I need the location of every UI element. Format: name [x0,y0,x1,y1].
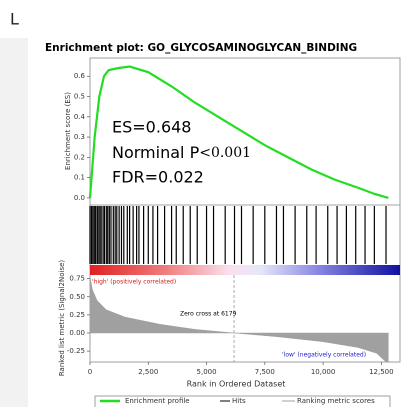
y-tick-label: 0.1 [74,174,85,182]
legend-label: Enrichment profile [125,397,190,405]
plot-frame [89,57,401,363]
y-tick-label: 0.00 [69,329,85,337]
side-strip [0,38,28,407]
annotation-part: <0.001 [199,145,251,161]
y-tick-label: -0.25 [67,347,85,355]
y-axis-label: Enrichment score (ES) [64,92,72,170]
plots: 0.0 0.1 0.2 0.3 0.4 0.5 0.6 ES=0.648 Norminal P<… [67,65,394,376]
x-tick-label: 12,500 [369,368,394,376]
annotation: 'low' (negatively correlated) [282,352,366,359]
annotation: 'high' (positively correlated) [92,279,176,286]
y-tick-label: 0.4 [74,113,86,121]
y-tick-label: 0.25 [69,311,85,319]
annotation-part: Norminal P [112,143,200,162]
panel-label: L [10,10,19,29]
y-tick-label: 0.3 [74,133,85,141]
y-tick-label: 0.0 [74,194,85,202]
legend-label: Hits [232,397,246,405]
y-tick-label: 0.6 [74,72,86,80]
y-tick-label: 0.50 [69,293,85,301]
y-tick-label: 0.5 [74,93,85,101]
legend [94,395,391,407]
annotation: Norminal P<0.001 [112,143,251,162]
y-axis-label: Ranked list metric (Signal2Noise) [58,260,66,377]
annotation: FDR=0.022 [112,168,204,187]
y-tick-label: 0.2 [74,153,85,161]
x-tick-label: 7,500 [255,368,275,376]
x-axis-label: Rank in Ordered Dataset [187,380,286,389]
legend-label: Ranking metric scores [297,397,375,405]
x-tick-label: 2,500 [138,368,158,376]
y-tick-label: 0.75 [69,275,85,283]
x-tick-label: 10,000 [311,368,336,376]
rank-color-bar [90,265,400,275]
x-tick-label: 0 [88,368,92,376]
es-line [88,65,389,199]
annotation: Zero cross at 6179 [180,311,237,318]
annotation: ES=0.648 [112,118,191,137]
chart-title: Enrichment plot: GO_GLYCOSAMINOGLYCAN_BI… [45,42,357,54]
x-tick-label: 5,000 [197,368,217,376]
